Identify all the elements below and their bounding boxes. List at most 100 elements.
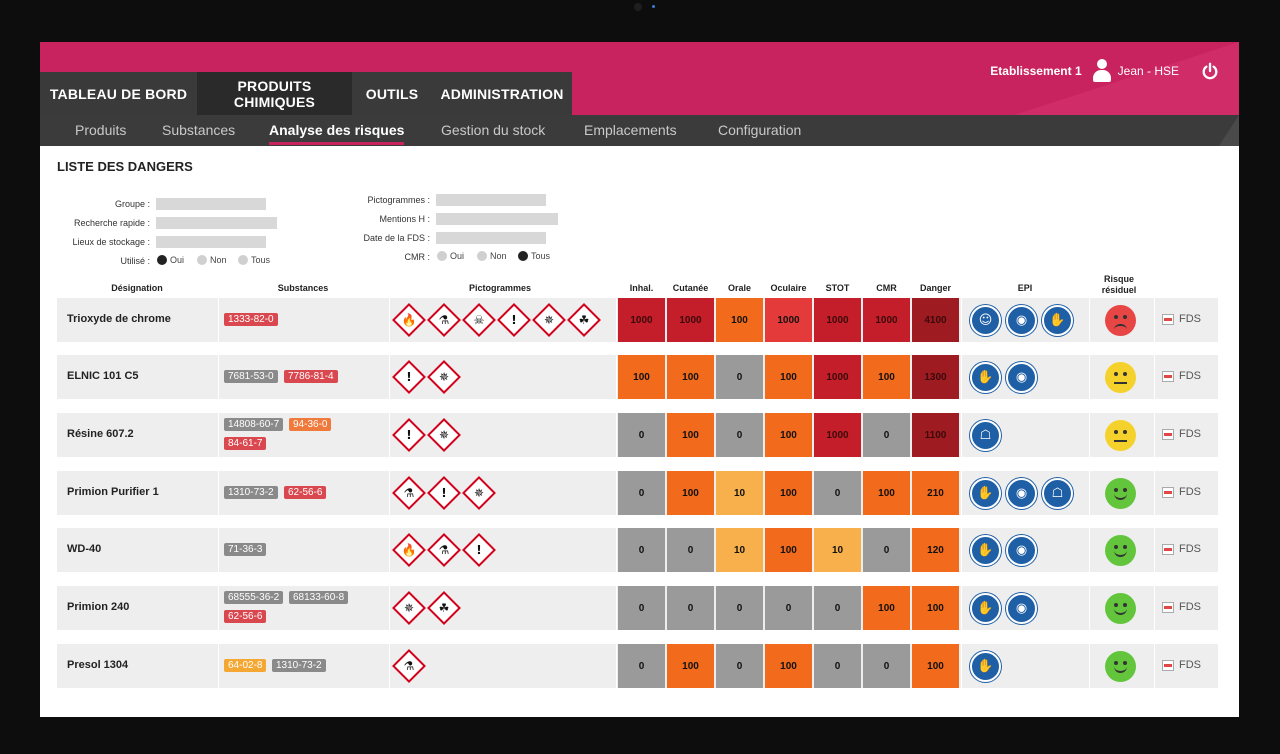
fds-link[interactable]: FDS	[1162, 601, 1201, 613]
ghs-symbol: ☠	[473, 313, 485, 327]
product-name[interactable]: Primion Purifier 1	[67, 486, 159, 498]
pdf-icon	[1162, 601, 1174, 613]
col-header-danger[interactable]: Danger	[919, 283, 951, 293]
epi-goggles-icon: ◉	[1006, 362, 1037, 393]
ghs-symbol: ☘	[438, 601, 450, 615]
filter-pictogrammes-input[interactable]	[436, 194, 546, 206]
column-separator	[1089, 644, 1090, 688]
risk-score-cell: 1000	[814, 355, 861, 399]
main-tab-outils[interactable]: OUTILS	[352, 72, 432, 115]
risk-score-cell: 4100	[912, 298, 959, 342]
column-separator	[389, 644, 390, 688]
risk-score-cell: 100	[765, 355, 812, 399]
epi-coat-icon: ☖	[1042, 478, 1073, 509]
fds-link[interactable]: FDS	[1162, 370, 1201, 382]
col-header-oculaire[interactable]: Oculaire	[770, 283, 807, 293]
fds-link[interactable]: FDS	[1162, 428, 1201, 440]
column-separator	[961, 471, 962, 515]
power-icon[interactable]	[1201, 62, 1219, 80]
col-header-inhal[interactable]: Inhal.	[629, 283, 654, 293]
subtab-emplacements[interactable]: Emplacements	[584, 122, 677, 138]
cas-badge[interactable]: 14808-60-7	[224, 418, 284, 431]
product-name[interactable]: Primion 240	[67, 601, 130, 613]
col-header-designation[interactable]: Désignation	[111, 283, 163, 293]
col-header-risque-residuel[interactable]: Risque résiduel	[1101, 274, 1137, 295]
filter-label-lieux: Lieux de stockage :	[72, 237, 150, 247]
product-name[interactable]: Trioxyde de chrome	[67, 313, 171, 325]
cmr-radio-oui[interactable]: Oui	[437, 251, 464, 261]
filter-groupe-input[interactable]	[156, 198, 266, 210]
cas-badge[interactable]: 1333-82-0	[224, 313, 278, 326]
column-separator	[1154, 355, 1155, 399]
subtab-analyse-des-risques[interactable]: Analyse des risques	[269, 115, 405, 146]
cas-badge[interactable]: 68133-60-8	[289, 591, 349, 604]
epi-goggles-icon: ◉	[1006, 593, 1037, 624]
cmr-radio-non[interactable]: Non	[477, 251, 507, 261]
filter-mentions-input[interactable]	[436, 213, 558, 225]
utilise-radio-oui[interactable]: Oui	[157, 255, 184, 265]
subtab-configuration[interactable]: Configuration	[718, 122, 802, 138]
col-header-pictogrammes[interactable]: Pictogrammes	[468, 283, 532, 293]
fds-link[interactable]: FDS	[1162, 486, 1201, 498]
ghs-symbol: ✵	[403, 601, 415, 615]
fds-link[interactable]: FDS	[1162, 313, 1201, 325]
subtab-substances[interactable]: Substances	[162, 122, 236, 138]
cas-badge[interactable]: 62-56-6	[224, 610, 267, 623]
utilise-radio-tous[interactable]: Tous	[238, 255, 270, 265]
risk-score-cell: 0	[716, 355, 763, 399]
filter-date-fds-input[interactable]	[436, 232, 546, 244]
product-name[interactable]: WD-40	[67, 543, 102, 555]
col-header-epi[interactable]: EPI	[1017, 283, 1033, 293]
main-tab-tableau-de-bord[interactable]: TABLEAU DE BORD	[40, 72, 197, 115]
cas-badge[interactable]: 71-36-3	[224, 543, 267, 556]
establishment-selector[interactable]: Etablissement 1	[990, 64, 1082, 78]
cas-badge[interactable]: 7786-81-4	[284, 370, 338, 383]
risk-score-cell: 100	[863, 471, 910, 515]
cas-badge[interactable]: 64-02-8	[224, 659, 267, 672]
cas-badge[interactable]: 62-56-6	[284, 486, 327, 499]
risk-score-cell: 0	[618, 586, 665, 630]
cmr-radio-tous[interactable]: Tous	[518, 251, 550, 261]
col-header-stot[interactable]: STOT	[825, 283, 850, 293]
col-header-cmr[interactable]: CMR	[876, 283, 897, 293]
risk-score-cell: 1000	[814, 413, 861, 457]
cas-badge[interactable]: 68555-36-2	[224, 591, 284, 604]
main-tab-administration[interactable]: ADMINISTRATION	[432, 72, 572, 115]
cas-badge[interactable]: 84-61-7	[224, 437, 267, 450]
risk-score-cell: 100	[765, 528, 812, 572]
product-name[interactable]: ELNIC 101 C5	[67, 370, 139, 382]
risk-score-cell: 0	[716, 586, 763, 630]
cas-badge[interactable]: 1310-73-2	[224, 486, 278, 499]
cas-badge[interactable]: 7681-53-0	[224, 370, 278, 383]
filter-label-groupe: Groupe :	[114, 199, 150, 209]
fds-link[interactable]: FDS	[1162, 659, 1201, 671]
fds-link[interactable]: FDS	[1162, 543, 1201, 555]
filter-label-date-fds: Date de la FDS :	[363, 233, 430, 243]
product-name[interactable]: Résine 607.2	[67, 428, 134, 440]
fds-label: FDS	[1179, 313, 1201, 325]
risk-score-cell: 10	[716, 471, 763, 515]
column-separator	[616, 644, 617, 688]
ghs-symbol: 🔥	[401, 313, 417, 327]
header-user-area: Etablissement 1 Jean - HSE	[990, 59, 1219, 83]
filter-recherche-input[interactable]	[156, 217, 277, 229]
camera-led	[652, 5, 655, 8]
subtab-gestion-du-stock[interactable]: Gestion du stock	[441, 122, 546, 138]
risk-score-cell: 0	[618, 644, 665, 688]
filter-lieux-input[interactable]	[156, 236, 266, 248]
utilise-radio-non[interactable]: Non	[197, 255, 227, 265]
epi-gloves-icon: ✋	[970, 593, 1001, 624]
risk-smiley-green-icon	[1105, 478, 1136, 509]
ghs-symbol: ✵	[473, 486, 485, 500]
col-header-orale[interactable]: Orale	[727, 283, 751, 293]
cas-badge[interactable]: 94-36-0	[289, 418, 332, 431]
product-name[interactable]: Presol 1304	[67, 659, 129, 671]
cas-badge[interactable]: 1310-73-2	[272, 659, 326, 672]
col-header-cutanee[interactable]: Cutanée	[672, 283, 709, 293]
main-tab-produits-chimiques[interactable]: PRODUITS CHIMIQUES	[197, 72, 352, 115]
col-header-substances[interactable]: Substances	[277, 283, 329, 293]
column-separator	[616, 298, 617, 342]
subtab-produits[interactable]: Produits	[75, 122, 127, 138]
fds-label: FDS	[1179, 659, 1201, 671]
user-name[interactable]: Jean - HSE	[1117, 64, 1179, 78]
